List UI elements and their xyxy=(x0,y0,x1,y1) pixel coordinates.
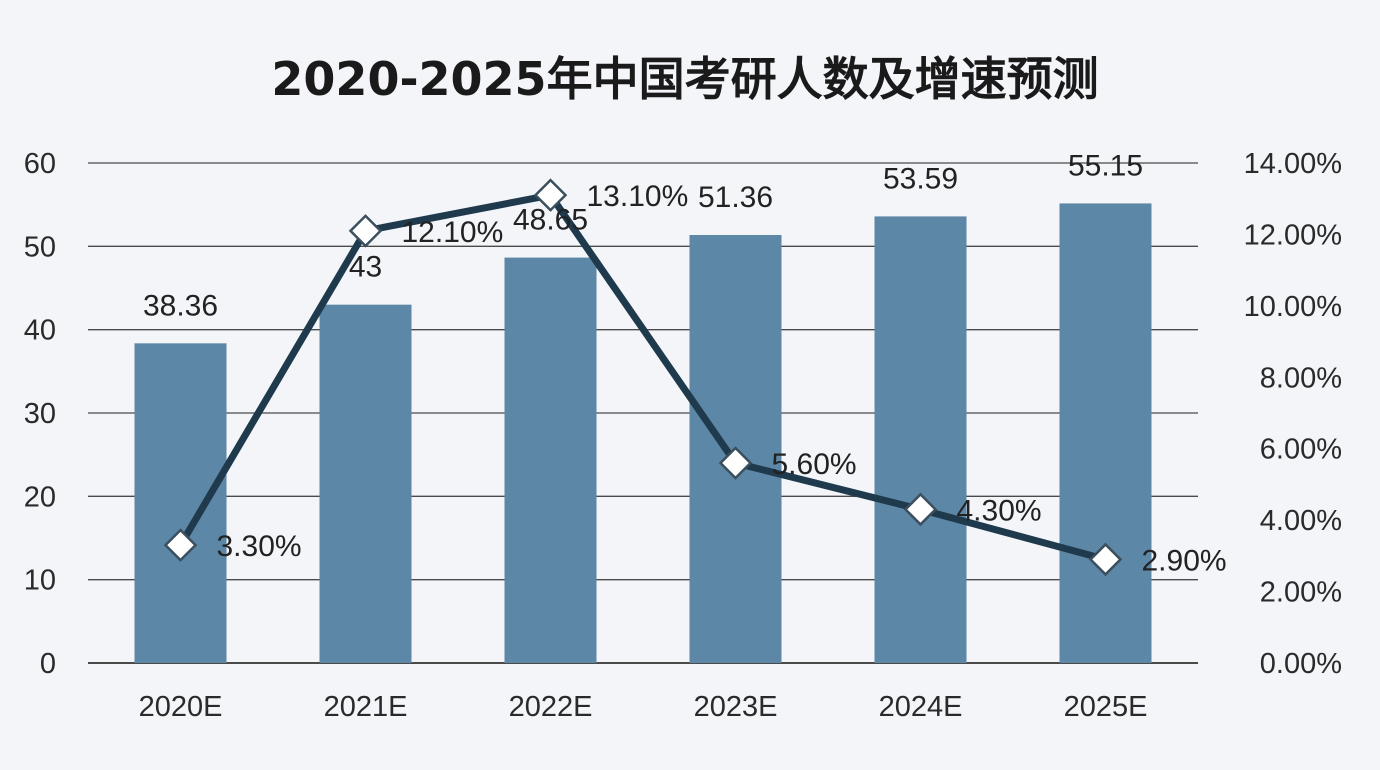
bar-value-label: 43 xyxy=(349,251,382,284)
bar-series xyxy=(134,203,1152,663)
bar xyxy=(134,343,227,663)
gridlines xyxy=(88,162,1198,664)
right-axis-tick-label: 14.00% xyxy=(1244,148,1342,180)
growth-marker xyxy=(163,528,198,562)
growth-value-label: 3.30% xyxy=(217,530,302,563)
left-axis-tick-label: 30 xyxy=(24,398,56,430)
bar xyxy=(874,216,967,663)
growth-marker xyxy=(903,492,938,527)
right-axis-tick-label: 12.00% xyxy=(1244,219,1342,251)
x-axis-category-label: 2025E xyxy=(1064,691,1148,723)
growth-value-label: 2.90% xyxy=(1142,544,1227,577)
bar xyxy=(504,257,597,663)
growth-marker xyxy=(533,178,568,212)
left-axis-tick-label: 0 xyxy=(40,648,56,680)
left-axis-ticks: 0 10 20 30 40 50 60 xyxy=(24,148,56,680)
growth-line xyxy=(177,191,1107,563)
right-axis-tick-label: 10.00% xyxy=(1244,291,1342,323)
growth-value-label: 5.60% xyxy=(772,448,857,481)
growth-value-label: 12.10% xyxy=(402,216,504,249)
x-axis-category-label: 2022E xyxy=(509,691,593,723)
data-labels: 38.36 43 48.65 51.36 53.59 55.15 3.30% 12.10% 13… xyxy=(143,149,1227,577)
left-axis-tick-label: 10 xyxy=(24,565,56,597)
x-axis-category-label: 2023E xyxy=(694,691,778,723)
bar xyxy=(319,304,412,663)
growth-marker xyxy=(718,446,753,480)
growth-line-series xyxy=(163,178,1123,577)
bar xyxy=(1059,203,1152,663)
left-axis-tick-label: 20 xyxy=(24,481,56,513)
left-axis-tick-label: 40 xyxy=(24,315,56,347)
x-axis-category-label: 2021E xyxy=(324,691,408,723)
x-axis-category-label: 2020E xyxy=(139,691,223,723)
chart-title: 2020-2025年中国考研人数及增速预测 xyxy=(271,52,1098,106)
growth-value-label: 13.10% xyxy=(587,180,689,213)
right-axis-tick-label: 4.00% xyxy=(1260,505,1342,537)
right-axis-tick-label: 0.00% xyxy=(1260,648,1342,680)
x-axis-labels: 2020E 2021E 2022E 2023E 2024E 2025E xyxy=(139,691,1148,723)
bar-value-label: 55.15 xyxy=(1068,149,1143,182)
right-axis-tick-label: 8.00% xyxy=(1260,362,1342,394)
bar-value-label: 51.36 xyxy=(698,181,773,214)
left-axis-tick-label: 50 xyxy=(24,231,56,263)
growth-marker xyxy=(348,214,383,248)
left-axis-tick-label: 60 xyxy=(24,148,56,180)
growth-marker xyxy=(1088,542,1123,577)
right-axis-tick-label: 6.00% xyxy=(1260,434,1342,466)
bar-value-label: 38.36 xyxy=(143,289,218,322)
right-axis-tick-label: 2.00% xyxy=(1260,577,1342,609)
growth-value-label: 4.30% xyxy=(957,494,1042,527)
x-axis-category-label: 2024E xyxy=(879,691,963,723)
bar-value-label: 53.59 xyxy=(883,162,958,195)
right-axis-ticks: 0.00% 2.00% 4.00% 6.00% 8.00% 10.00% 12.00% 14.… xyxy=(1244,148,1342,680)
bar-value-label: 48.65 xyxy=(513,204,588,237)
